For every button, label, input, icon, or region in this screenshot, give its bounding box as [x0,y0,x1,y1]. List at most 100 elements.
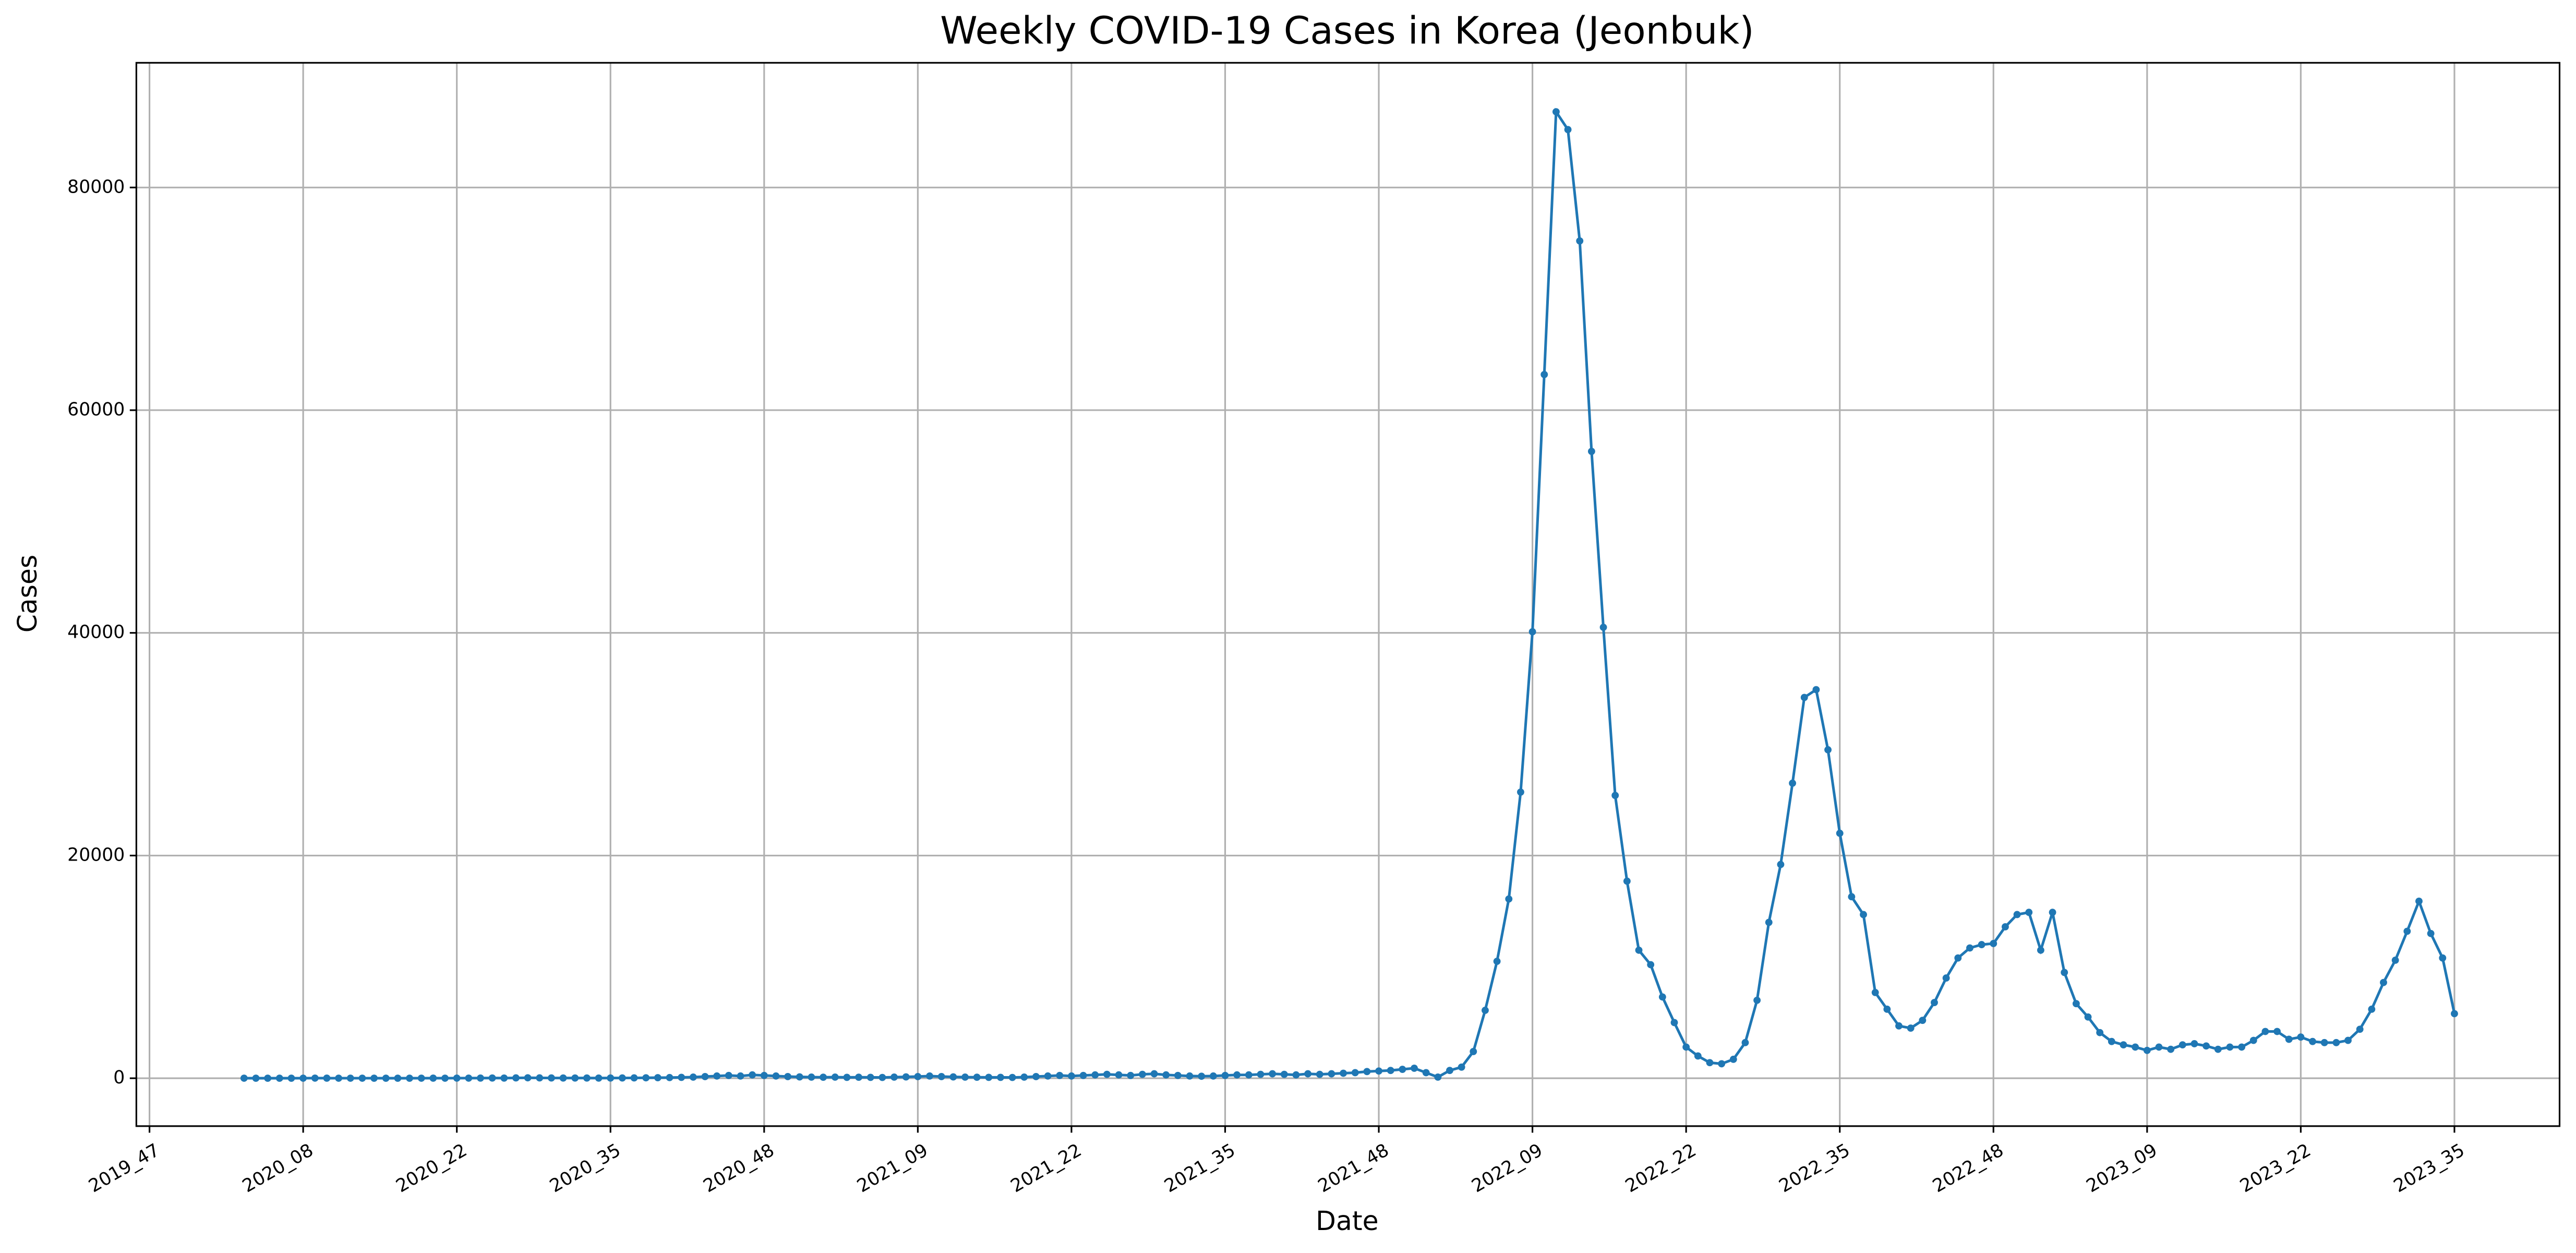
data-point [500,1074,508,1082]
data-point [1304,1070,1312,1078]
data-point [2190,1040,2198,1047]
data-point [2356,1025,2364,1033]
data-point [536,1074,544,1082]
x-tick-label: 2023_09 [2083,1140,2161,1197]
data-point [926,1072,933,1080]
data-point [2072,1000,2080,1008]
data-point [1694,1052,1702,1060]
x-tick-label: 2021_09 [853,1140,931,1197]
data-point [937,1072,945,1080]
data-point [1221,1071,1229,1079]
data-point [2013,911,2021,918]
data-point [772,1072,780,1080]
data-point [1517,788,1524,796]
data-point [1966,944,1973,952]
x-tick-label: 2020_08 [239,1140,317,1197]
data-point [1718,1060,1726,1068]
data-point [1375,1067,1382,1075]
data-point [1138,1070,1146,1078]
data-point [1706,1059,1714,1067]
data-point [1670,1019,1678,1027]
data-point [2214,1045,2222,1053]
data-point [2202,1042,2210,1050]
data-point [2061,969,2068,976]
data-point [820,1073,827,1081]
data-point [2155,1043,2163,1051]
data-point [1883,1005,1891,1013]
data-point [2143,1046,2151,1054]
data-point [1245,1071,1253,1079]
data-point [2096,1029,2104,1036]
data-point [1493,958,1501,965]
data-point [358,1075,366,1082]
data-point [1411,1064,1418,1072]
data-point [2226,1043,2234,1051]
data-point [1860,911,1867,918]
data-point [1587,447,1595,455]
data-point [878,1073,886,1081]
data-point [1351,1069,1359,1077]
data-point [997,1073,1004,1081]
data-point [1292,1071,1300,1079]
data-point [441,1075,449,1082]
data-point [524,1074,532,1082]
data-point [2238,1043,2246,1051]
data-point [1209,1072,1217,1080]
data-point [1765,918,1773,926]
data-point [689,1073,697,1081]
data-point [2380,978,2387,986]
data-point [1505,895,1513,903]
data-point [914,1072,922,1080]
data-point [512,1074,520,1082]
data-point [394,1075,402,1082]
data-point [1954,954,1962,962]
data-point [559,1074,567,1082]
data-point [1611,792,1619,799]
data-point [678,1073,685,1081]
data-point [1836,829,1844,837]
data-point [2332,1039,2340,1046]
data-point [1399,1066,1406,1073]
data-point [1127,1071,1135,1079]
data-point [275,1075,283,1082]
data-point [1800,694,1808,701]
data-point [2178,1041,2186,1049]
data-point [2368,1005,2376,1013]
data-point [477,1074,484,1082]
data-point [1115,1071,1123,1079]
data-point [548,1074,555,1082]
data-point [1257,1070,1265,1078]
data-point [595,1074,603,1082]
data-point [2132,1043,2139,1051]
data-point [1020,1073,1028,1081]
y-tick-label: 60000 [67,399,125,420]
data-point [1363,1068,1371,1076]
data-point [252,1075,260,1082]
y-tick-label: 80000 [67,176,125,197]
data-point [1729,1055,1737,1063]
data-point [784,1072,792,1080]
data-point [1942,974,1950,982]
x-axis-label: Date [1316,1206,1378,1236]
data-point [985,1073,993,1081]
data-point [2297,1033,2305,1041]
data-point [725,1071,732,1079]
data-line [244,108,2456,1080]
data-point [465,1074,473,1082]
data-point [2309,1037,2316,1045]
data-point [1623,877,1631,885]
data-point [1233,1071,1241,1079]
data-point [382,1075,390,1082]
data-point [1895,1022,1903,1030]
data-point [1269,1070,1277,1078]
data-point [961,1073,969,1081]
data-point [1753,996,1761,1004]
data-point [346,1075,354,1082]
data-point [287,1075,295,1082]
x-tick-label: 2021_48 [1315,1140,1392,1197]
data-point [2391,957,2399,964]
data-point [1458,1063,1465,1071]
data-point [1978,941,1985,949]
data-point [264,1075,272,1082]
